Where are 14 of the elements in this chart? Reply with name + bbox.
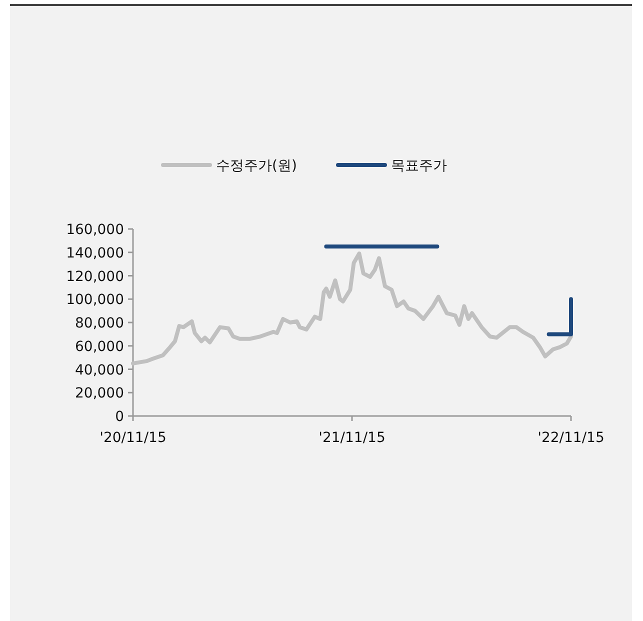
y-tick-label: 40,000 [75,362,124,378]
y-tick-label: 100,000 [66,292,124,308]
y-tick-label: 20,000 [75,386,124,402]
legend-label: 수정주가(원) [216,158,297,174]
x-tick-label: '20/11/15 [100,430,166,446]
x-tick-label: '22/11/15 [538,430,604,446]
y-tick-label: 0 [115,409,124,425]
y-tick-label: 160,000 [66,222,124,238]
y-tick-label: 60,000 [75,338,124,355]
y-tick-label: 120,000 [66,268,124,285]
y-tick-label: 80,000 [75,316,124,332]
x-tick-label: '21/11/15 [318,430,386,446]
y-tick-label: 140,000 [66,245,124,262]
legend-label: 목표주가 [391,158,447,174]
